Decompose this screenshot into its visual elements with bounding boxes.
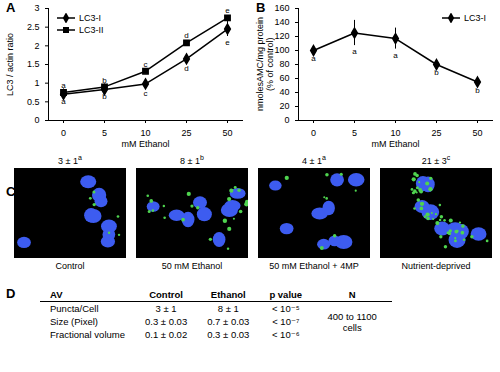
svg-text:2.5: 2.5	[27, 22, 40, 32]
svg-text:25: 25	[181, 128, 191, 138]
svg-text:0.5: 0.5	[27, 97, 40, 107]
svg-text:120: 120	[274, 31, 289, 41]
svg-text:40: 40	[279, 87, 289, 97]
svg-text:b: b	[102, 92, 107, 101]
html-text:< 10⁻⁷: < 10⁻⁷	[272, 316, 300, 327]
html-text:B: B	[256, 0, 266, 15]
svg-text:10: 10	[140, 128, 150, 138]
html-text:8 ± 1b: 8 ± 1b	[180, 154, 204, 166]
html-text:N: N	[348, 289, 356, 300]
svg-text:a: a	[352, 47, 357, 56]
html-text:Puncta/Cell: Puncta/Cell	[50, 303, 99, 314]
svg-text:3: 3	[34, 3, 39, 13]
svg-text:a: a	[61, 81, 66, 90]
svg-text:1: 1	[34, 78, 39, 88]
svg-text:d: d	[184, 64, 188, 73]
svg-text:50: 50	[222, 128, 232, 138]
html-text:0.3 ± 0.03: 0.3 ± 0.03	[145, 316, 188, 327]
svg-text:60: 60	[279, 73, 289, 83]
html-text:3 ± 1: 3 ± 1	[155, 303, 177, 314]
html-text:LC3 / actin ratio: LC3 / actin ratio	[5, 32, 15, 96]
html-text:nmolesAMC/mg protein (% of con: nmolesAMC/mg protein (% of control)	[255, 17, 275, 111]
svg-text:b: b	[102, 76, 107, 85]
html-text:3 ± 1a: 3 ± 1a	[58, 154, 82, 166]
svg-text:0: 0	[61, 128, 66, 138]
html-text:8 ± 1: 8 ± 1	[217, 303, 239, 314]
svg-text:100: 100	[274, 45, 289, 55]
html-text:AV: AV	[50, 289, 63, 300]
html-text:0.7 ± 0.03: 0.7 ± 0.03	[207, 316, 250, 327]
svg-text:160: 160	[274, 3, 289, 13]
html-text:Size (Pixel): Size (Pixel)	[50, 316, 98, 327]
svg-text:25: 25	[431, 128, 441, 138]
svg-text:a: a	[311, 54, 316, 63]
html-text:Fractional volume: Fractional volume	[50, 329, 125, 340]
html-text:Control: Control	[55, 261, 85, 271]
html-text:Control: Control	[149, 289, 183, 300]
html-text:Ethanol: Ethanol	[210, 289, 246, 300]
html-text:LC3-I: LC3-I	[79, 13, 101, 23]
html-text:LC3-II: LC3-II	[79, 25, 104, 35]
svg-text:80: 80	[279, 59, 289, 69]
html-text:400 to 1100 cells: 400 to 1100 cells	[327, 310, 377, 333]
svg-text:10: 10	[390, 128, 400, 138]
html-text:C: C	[6, 184, 16, 199]
html-text:p value: p value	[269, 289, 303, 300]
svg-text:5: 5	[352, 128, 357, 138]
html-text:50 mM Ethanol + 4MP: 50 mM Ethanol + 4MP	[269, 261, 359, 271]
svg-text:1.5: 1.5	[27, 59, 40, 69]
html-text:< 10⁻⁵: < 10⁻⁵	[271, 303, 300, 314]
svg-text:50: 50	[472, 128, 482, 138]
svg-text:mM Ethanol: mM Ethanol	[121, 139, 169, 149]
html-text:4 ± 1a: 4 ± 1a	[302, 154, 326, 166]
svg-text:a: a	[393, 51, 398, 60]
svg-text:5: 5	[102, 128, 107, 138]
svg-text:c: c	[144, 60, 148, 69]
svg-text:0: 0	[311, 128, 316, 138]
svg-text:c: c	[144, 89, 148, 98]
html-text:0.1 ± 0.02: 0.1 ± 0.02	[145, 329, 188, 340]
svg-text:e: e	[225, 6, 230, 15]
svg-text:140: 140	[274, 17, 289, 27]
svg-text:20: 20	[279, 101, 289, 111]
html-text:D: D	[6, 286, 16, 301]
html-text:LC3-I: LC3-I	[464, 13, 486, 23]
html-text:0.3 ± 0.03: 0.3 ± 0.03	[207, 329, 250, 340]
svg-text:2: 2	[34, 41, 39, 51]
svg-text:e: e	[225, 38, 230, 47]
html-text:Nutrient-deprived: Nutrient-deprived	[401, 261, 471, 271]
svg-text:d: d	[184, 31, 188, 40]
html-text:50 mM Ethanol: 50 mM Ethanol	[161, 261, 223, 271]
svg-text:b: b	[475, 86, 480, 95]
svg-text:0: 0	[284, 115, 289, 125]
html-text:A: A	[6, 0, 16, 15]
svg-text:0: 0	[34, 115, 39, 125]
svg-text:mM Ethanol: mM Ethanol	[371, 139, 419, 149]
svg-text:b: b	[434, 68, 439, 77]
html-text:< 10⁻⁶: < 10⁻⁶	[271, 329, 300, 340]
svg-text:a: a	[61, 97, 66, 106]
html-text:21 ± 3c: 21 ± 3c	[421, 154, 451, 166]
